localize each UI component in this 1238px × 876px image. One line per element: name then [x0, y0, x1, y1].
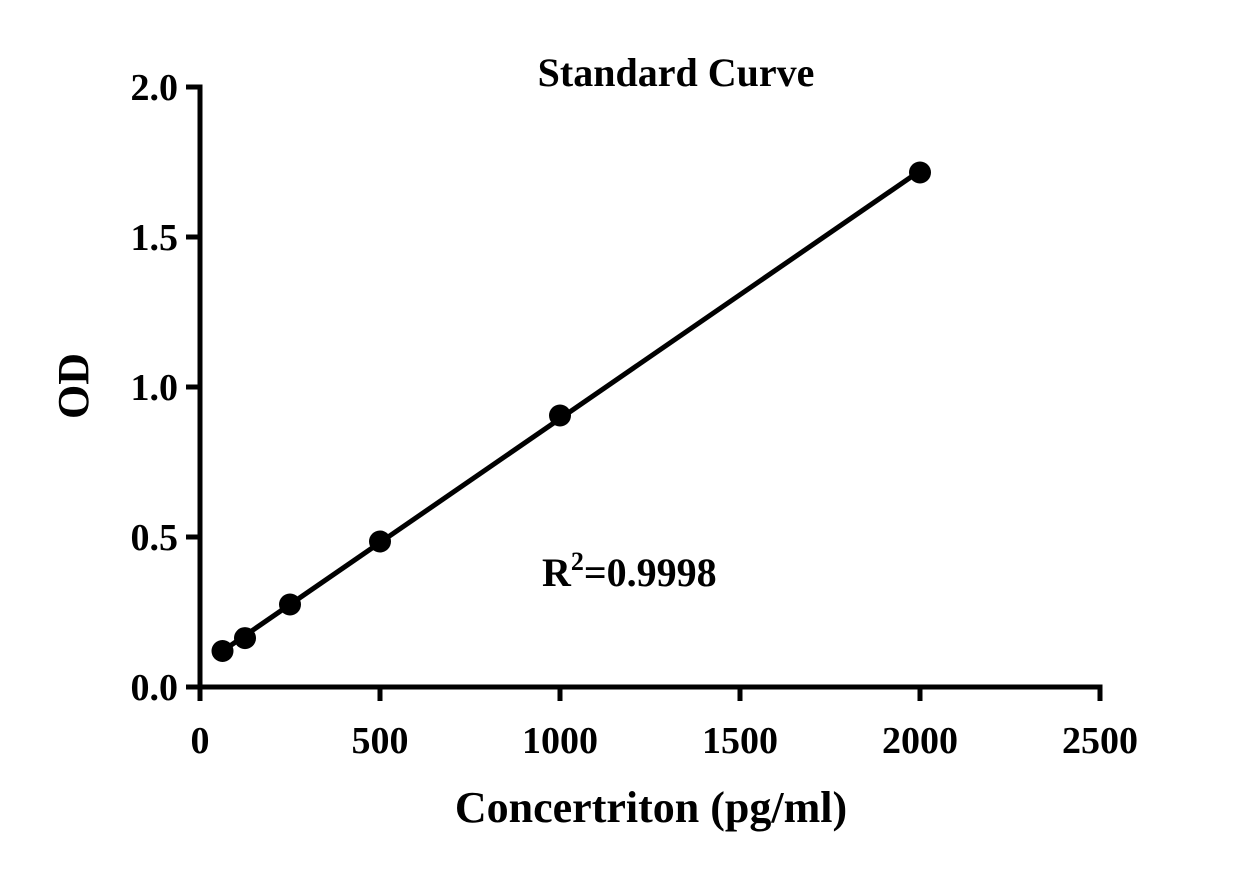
y-tick-label: 1.0: [131, 367, 179, 409]
y-tick-label: 1.5: [131, 217, 179, 259]
data-point: [279, 593, 301, 616]
data-point: [909, 161, 931, 184]
x-tick-label: 2000: [882, 720, 958, 762]
x-axis-ticks: 0 500 1000 1500 2000 2500: [191, 687, 1138, 762]
x-tick-label: 0: [191, 720, 210, 762]
r-squared-value: =0.9998: [584, 550, 717, 595]
x-tick-label: 1000: [522, 720, 598, 762]
y-tick-label: 0.0: [131, 667, 179, 709]
x-axis-label: Concertriton (pg/ml): [455, 783, 847, 832]
y-tick-label: 0.5: [131, 517, 179, 559]
regression-line: [221, 168, 922, 654]
data-point: [549, 404, 571, 427]
r-squared-superscript: 2: [571, 547, 584, 576]
x-tick-label: 1500: [702, 720, 778, 762]
data-point: [234, 627, 256, 650]
y-axis-ticks: 0.0 0.5 1.0 1.5 2.0: [131, 67, 200, 709]
y-axis-label: OD: [49, 353, 98, 419]
r-squared-base: R: [542, 550, 572, 595]
data-points: [211, 161, 931, 662]
y-tick-label: 2.0: [131, 67, 179, 109]
x-tick-label: 500: [352, 720, 409, 762]
x-tick-label: 2500: [1062, 720, 1138, 762]
data-point: [369, 530, 391, 553]
r-squared-annotation: R2=0.9998: [542, 547, 717, 595]
data-point: [211, 640, 234, 662]
chart-title: Standard Curve: [538, 50, 815, 95]
